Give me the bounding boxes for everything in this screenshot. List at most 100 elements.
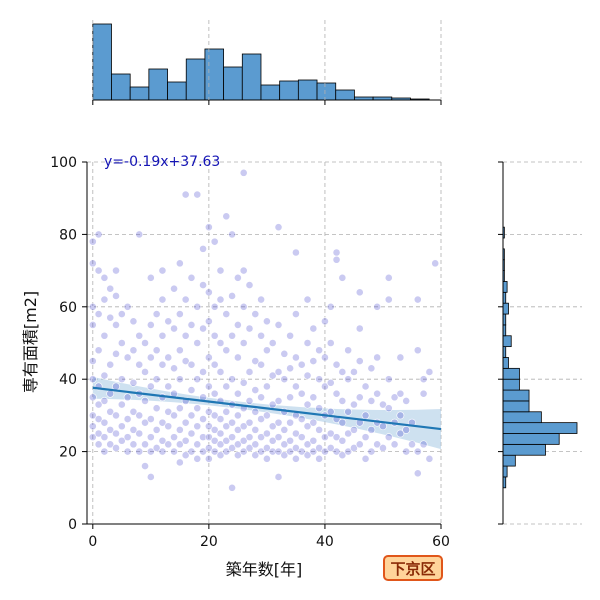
scatter-point: [181, 451, 190, 460]
scatter-point: [425, 368, 434, 376]
scatter-point: [175, 346, 184, 355]
scatter-point: [204, 444, 213, 452]
scatter-point: [199, 244, 207, 253]
scatter-point: [216, 440, 225, 449]
y-tick-label: 100: [50, 155, 77, 171]
scatter-point: [239, 266, 248, 275]
scatter-point: [199, 433, 207, 442]
scatter-point: [379, 400, 387, 409]
scatter-point: [117, 310, 126, 318]
scatter-point: [274, 223, 283, 232]
scatter-point: [233, 425, 242, 434]
scatter-point: [344, 375, 353, 384]
regression-annotation: y=-0.19x+37.63: [104, 154, 220, 170]
grid: [87, 161, 442, 525]
scatter-point: [106, 313, 115, 322]
scatter-point: [106, 440, 115, 449]
scatter-point: [141, 462, 149, 470]
scatter-point: [129, 425, 138, 434]
scatter-point: [292, 248, 300, 257]
scatter-point: [216, 415, 225, 423]
scatter-point: [152, 375, 161, 384]
scatter-point: [123, 415, 132, 423]
marginal-y-histogram: [498, 161, 582, 525]
scatter-point: [303, 422, 312, 431]
scatter-point: [158, 295, 167, 304]
scatter-point: [245, 281, 254, 289]
scatter-point: [222, 346, 231, 355]
scatter-point: [94, 429, 103, 438]
scatter-point: [152, 404, 161, 413]
scatter-point: [88, 375, 97, 384]
scatter-point: [303, 371, 312, 380]
scatter-point: [187, 320, 196, 329]
ci-band: [92, 376, 441, 450]
scatter-point: [181, 295, 190, 304]
scatter-point: [384, 375, 393, 384]
scatter-point: [123, 447, 132, 456]
scatter-point: [419, 389, 428, 398]
scatter-point: [274, 320, 283, 329]
scatter-point: [350, 368, 358, 376]
y-tick-label: 20: [59, 445, 77, 461]
histogram-bar-x: [111, 73, 131, 101]
scatter-point: [158, 447, 167, 456]
y-tick-label: 0: [68, 517, 77, 533]
histogram-bar-x: [297, 79, 318, 101]
scatter-point: [228, 418, 236, 427]
scatter-point: [112, 320, 120, 329]
histogram-bar-y: [502, 357, 509, 369]
scatter-point: [286, 436, 295, 445]
scatter-point: [292, 444, 300, 452]
scatter-point: [321, 353, 329, 362]
scatter-point: [233, 411, 242, 420]
scatter-point: [332, 433, 341, 442]
scatter-point: [379, 444, 387, 452]
histogram-bar-x: [335, 89, 355, 101]
main-plot: 0 20 40 60 0 20 40 60 80 100: [50, 155, 450, 550]
scatter-point: [355, 357, 364, 365]
scatter-point: [117, 339, 126, 347]
scatter-point: [158, 331, 167, 340]
histogram-bar-y: [502, 389, 530, 402]
scatter-point: [413, 447, 422, 456]
scatter-point: [222, 422, 231, 431]
scatter-point: [233, 389, 242, 398]
scatter-point: [326, 444, 335, 452]
scatter-point: [146, 433, 155, 442]
scatter-point: [117, 375, 126, 384]
scatter-point: [408, 440, 416, 449]
histogram-bar-x: [316, 82, 337, 101]
scatter-point: [193, 302, 202, 311]
scatter-point: [297, 415, 306, 423]
ward-badge: 下京区: [383, 555, 443, 581]
scatter-point: [239, 302, 248, 311]
histogram-bar-y: [502, 433, 560, 445]
scatter-point: [355, 324, 364, 333]
scatter-point: [326, 378, 335, 387]
scatter-point: [361, 454, 370, 463]
histogram-bar-y: [502, 411, 542, 424]
scatter-point: [413, 469, 422, 478]
marginal-x-histogram: [92, 20, 442, 105]
histogram-bar-x: [204, 48, 225, 101]
scatter-point: [419, 375, 428, 384]
scatter-point: [199, 415, 207, 423]
scatter-point: [344, 407, 353, 416]
scatter-point: [135, 429, 144, 438]
scatter-point: [338, 368, 347, 376]
scatter-point: [425, 454, 434, 463]
scatter-point: [158, 418, 167, 427]
scatter-point: [204, 288, 213, 297]
scatter-point: [309, 447, 318, 456]
scatter-point: [112, 429, 120, 438]
scatter-point: [292, 382, 300, 391]
scatter-point: [431, 259, 440, 268]
scatter-point: [141, 339, 149, 347]
scatter-point: [152, 310, 161, 318]
scatter-point: [222, 407, 231, 416]
scatter-point: [344, 429, 353, 438]
scatter-point: [187, 411, 196, 420]
scatter-point: [315, 404, 324, 413]
scatter-point: [402, 447, 411, 456]
